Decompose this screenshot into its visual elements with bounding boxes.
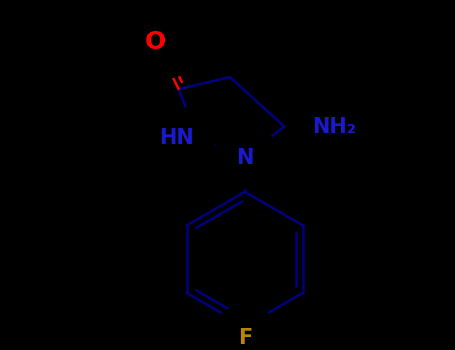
Text: F: F [238, 328, 252, 348]
Text: N: N [236, 148, 253, 168]
Text: O: O [145, 29, 167, 54]
Text: NH₂: NH₂ [312, 117, 356, 136]
Text: HN: HN [159, 128, 194, 148]
